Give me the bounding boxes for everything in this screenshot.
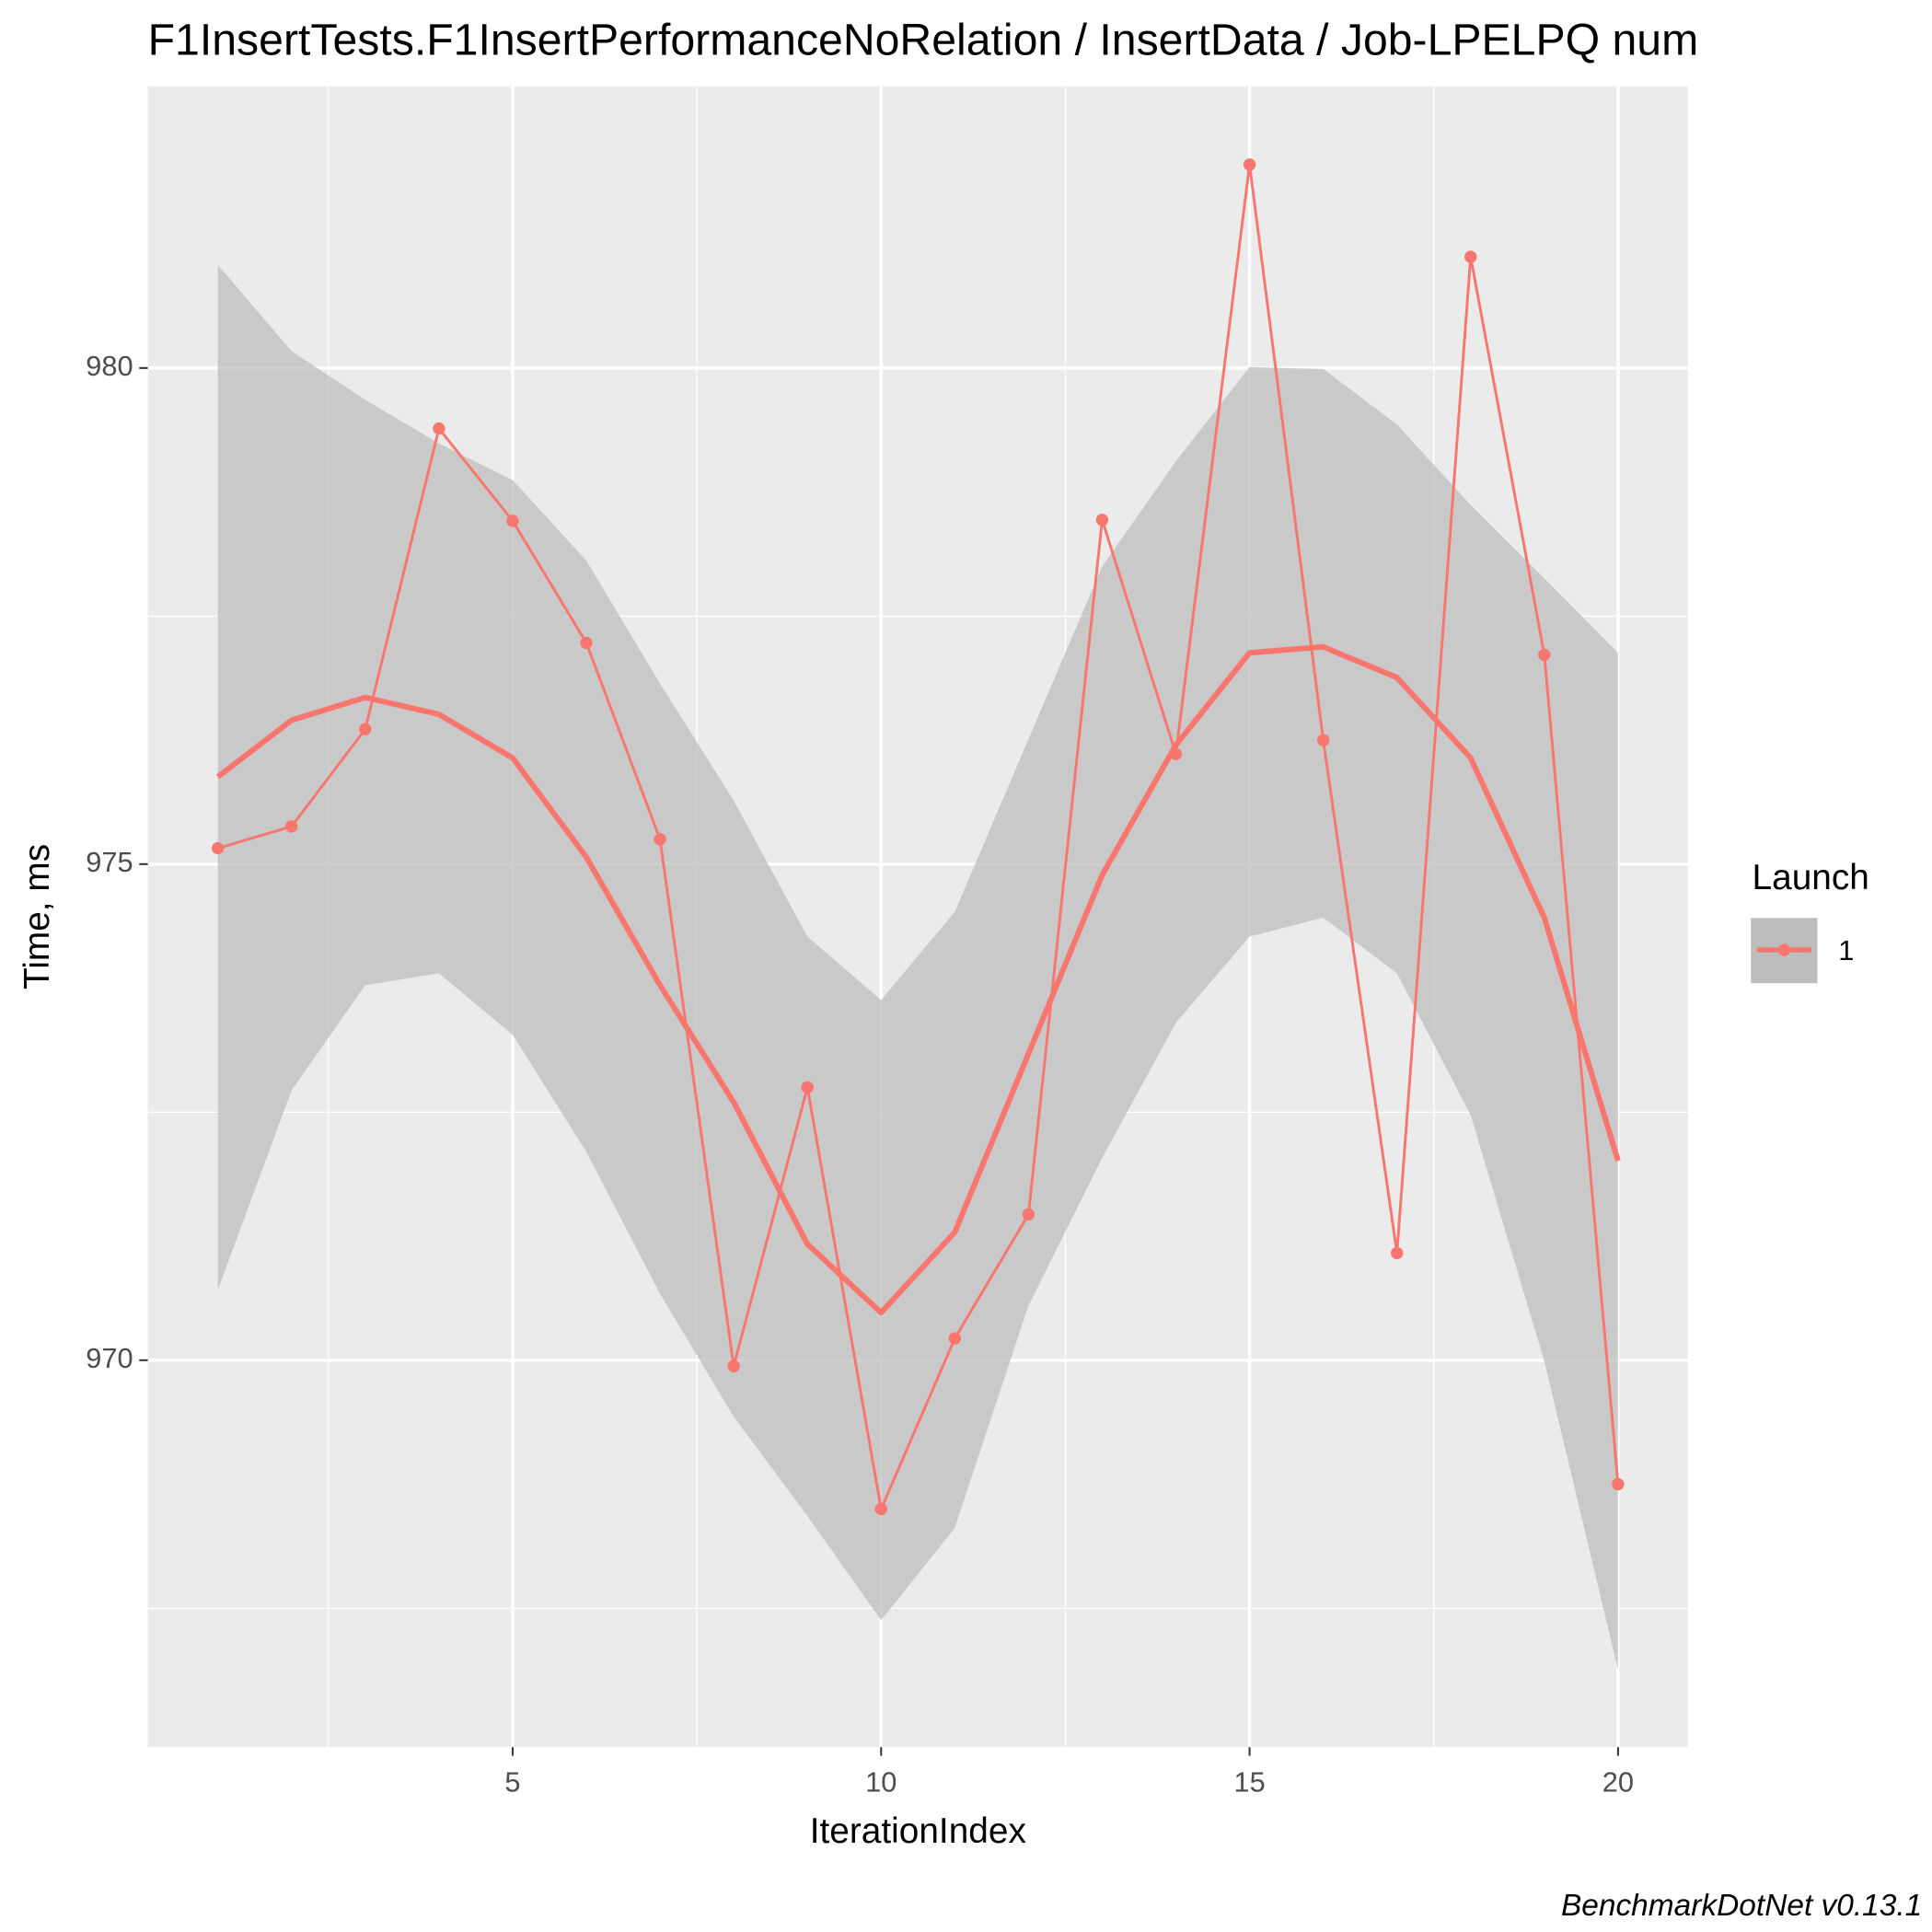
data-point bbox=[433, 422, 445, 435]
data-point bbox=[285, 820, 298, 833]
data-point bbox=[1316, 734, 1330, 746]
data-point bbox=[1243, 158, 1256, 171]
series-line bbox=[217, 164, 1620, 1514]
x-tick-label: 10 bbox=[865, 1765, 897, 1798]
data-point bbox=[1391, 1246, 1404, 1260]
x-tick-label: 5 bbox=[504, 1765, 520, 1798]
data-point bbox=[654, 833, 666, 846]
data-point bbox=[1612, 1477, 1625, 1491]
x-tick-label: 20 bbox=[1602, 1765, 1634, 1798]
data-point bbox=[506, 515, 519, 527]
data-point bbox=[1464, 250, 1477, 263]
y-tick-label: 975 bbox=[86, 846, 133, 878]
data-point bbox=[948, 1332, 962, 1345]
data-point bbox=[874, 1502, 887, 1516]
data-point bbox=[1022, 1208, 1035, 1221]
data-point bbox=[580, 636, 593, 650]
legend-point bbox=[1777, 943, 1791, 956]
smooth-line bbox=[215, 643, 1621, 1316]
y-axis-label: Time, ms bbox=[17, 844, 57, 989]
data-point bbox=[1538, 648, 1551, 662]
data-point bbox=[727, 1359, 740, 1372]
chart-title: F1InsertTests.F1InsertPerformanceNoRelat… bbox=[148, 16, 1699, 65]
data-point bbox=[801, 1081, 814, 1094]
confidence-band bbox=[217, 264, 1618, 1671]
x-tick-label: 15 bbox=[1233, 1765, 1265, 1798]
y-tick-label: 980 bbox=[86, 350, 133, 382]
x-axis-label: IterationIndex bbox=[810, 1811, 1026, 1851]
data-point bbox=[359, 723, 372, 735]
legend-title: Launch bbox=[1753, 858, 1869, 897]
data-point bbox=[1095, 514, 1109, 526]
data-point bbox=[212, 841, 225, 855]
caption: BenchmarkDotNet v0.13.1 bbox=[1561, 1889, 1922, 1923]
y-tick-label: 970 bbox=[86, 1342, 133, 1374]
legend-label: 1 bbox=[1838, 934, 1854, 966]
